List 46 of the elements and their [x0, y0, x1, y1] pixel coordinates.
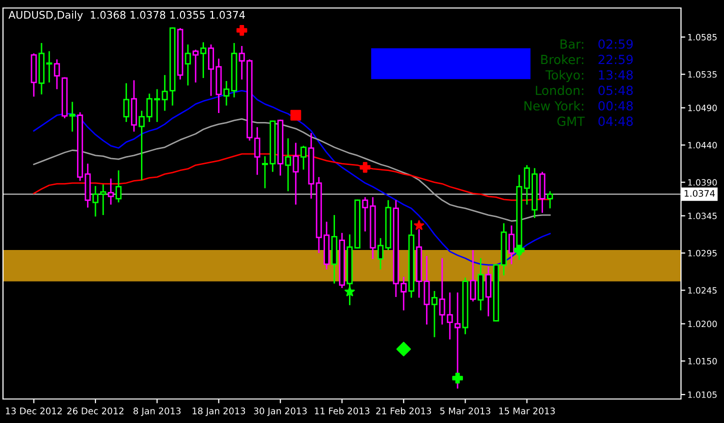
point — [236, 24, 248, 36]
text: GMT — [557, 116, 585, 126]
x-tick-label: 21 Feb 2013 — [376, 407, 432, 414]
y-tick-label: 1.0585 — [688, 34, 717, 40]
ref-line-label: 1.0374 — [684, 190, 715, 197]
line-series — [33, 118, 551, 222]
y-tick-label: 1.0345 — [688, 212, 717, 220]
text: 22:59 — [598, 54, 633, 64]
annotation: Tokyo: — [545, 70, 584, 82]
x-tick-label: 18 Jan 2013 — [192, 407, 246, 416]
point — [344, 286, 355, 296]
x-tick-label: 15 Mar 2013 — [499, 407, 555, 414]
point — [514, 244, 525, 256]
point — [452, 372, 463, 384]
y-tick-label: 1.0535 — [688, 71, 717, 78]
y-tick-label: 1.0390 — [688, 179, 717, 186]
text: Bar: — [560, 39, 584, 49]
y-tick-label: 1.0245 — [688, 287, 717, 294]
x-tick-label: 11 Feb 2013 — [314, 407, 370, 414]
y-tick-label: 1.0490 — [688, 104, 717, 112]
candlestick — [446, 292, 453, 340]
text: 02:59 — [598, 39, 633, 49]
y-tick-label: 1.0150 — [688, 358, 717, 364]
x-tick-label: 8 Jan 2013 — [134, 407, 181, 416]
text: 04:48 — [598, 116, 633, 126]
y-tick-label: 1.0440 — [688, 142, 717, 148]
text: 13:48 — [598, 70, 633, 80]
annotation: London: — [536, 85, 584, 96]
x-tick-label: 13 Dec 2012 — [6, 407, 62, 414]
annotation: New York: — [524, 100, 584, 111]
point — [290, 110, 302, 121]
y-tick-label: 1.0295 — [688, 250, 717, 256]
text: 00:48 — [598, 101, 633, 111]
y-tick-label: 1.0105 — [688, 391, 717, 398]
x-tick-label: 5 Mar 2013 — [440, 407, 490, 414]
x-tick-label: 30 Jan 2013 — [254, 407, 307, 416]
candlestick — [54, 58, 60, 90]
text: 05:48 — [598, 86, 633, 96]
point — [360, 162, 370, 173]
annotation: Broker: — [541, 54, 584, 64]
candlestick — [454, 292, 461, 390]
x-tick-label: 26 Dec 2012 — [67, 407, 124, 414]
y-tick-label: 1.0200 — [688, 320, 717, 328]
point — [396, 342, 411, 356]
point — [414, 220, 424, 230]
chart-title: AUDUSD,Daily 1.0368 1.0378 1.0355 1.0374 — [8, 10, 245, 21]
